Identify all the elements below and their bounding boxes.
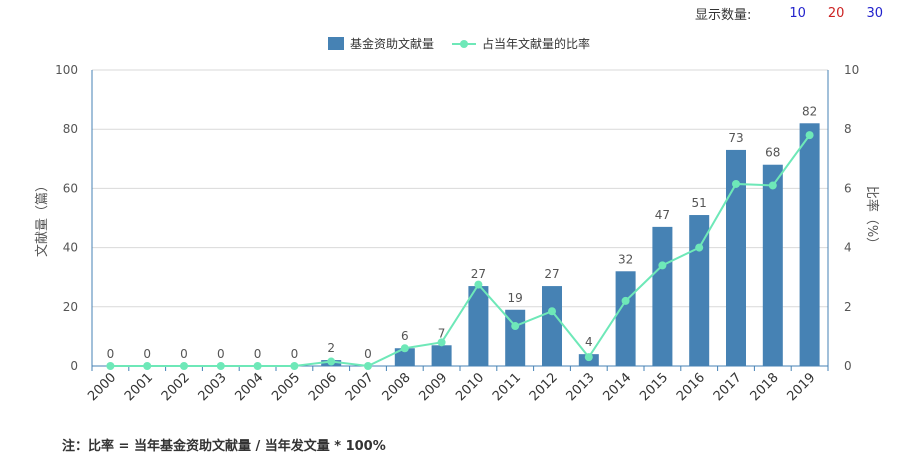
bar-value-label: 51 xyxy=(692,196,707,210)
ratio-point xyxy=(253,362,262,370)
ratio-point xyxy=(364,362,372,370)
bar-value-label: 19 xyxy=(508,291,523,305)
x-tick-label: 2004 xyxy=(232,370,266,404)
ratio-point xyxy=(180,362,188,370)
bar xyxy=(799,123,820,366)
display-count-label: 显示数量: xyxy=(694,8,752,23)
bar-value-label: 68 xyxy=(765,146,780,160)
bar-value-label: 0 xyxy=(107,347,115,361)
bar-value-label: 0 xyxy=(143,347,151,361)
bar-value-label: 27 xyxy=(471,267,486,281)
ratio-point xyxy=(732,179,740,188)
x-tick-label: 2011 xyxy=(490,370,524,404)
y2-tick-label: 0 xyxy=(844,359,852,373)
x-tick-label: 2018 xyxy=(748,370,782,404)
bar-value-label: 0 xyxy=(364,347,372,361)
ratio-point xyxy=(400,344,409,353)
y-tick-label: 20 xyxy=(63,300,78,314)
x-tick-label: 2019 xyxy=(784,370,818,404)
bar-value-label: 2 xyxy=(327,341,335,355)
bar-value-label: 73 xyxy=(728,131,743,145)
y-tick-label: 0 xyxy=(70,359,78,373)
x-tick-label: 2015 xyxy=(637,370,671,404)
y2-tick-label: 8 xyxy=(844,122,852,136)
x-tick-label: 2014 xyxy=(600,370,634,404)
bar xyxy=(431,345,452,366)
y2-tick-label: 2 xyxy=(844,300,852,314)
ratio-point xyxy=(290,362,299,370)
x-tick-label: 2005 xyxy=(269,370,303,404)
y-axis-title: 文献量（篇） xyxy=(35,179,50,257)
bar xyxy=(468,286,489,366)
y-tick-label: 100 xyxy=(55,63,78,77)
bar xyxy=(689,215,710,366)
ratio-point xyxy=(106,362,115,370)
legend-bar-label: 基金资助文献量 xyxy=(350,36,434,51)
bar xyxy=(762,164,783,366)
y2-tick-label: 10 xyxy=(844,63,859,77)
legend-line-marker xyxy=(460,40,468,48)
ratio-point xyxy=(143,362,152,370)
ratio-point xyxy=(584,353,593,362)
bar-value-label: 4 xyxy=(585,335,593,349)
y-tick-label: 60 xyxy=(63,181,78,195)
display-count-option-10[interactable]: 10 xyxy=(789,6,806,21)
ratio-point xyxy=(474,280,483,289)
chart-footnote: 注：比率 = 当年基金资助文献量 / 当年发文量 * 100% xyxy=(62,439,386,454)
bar-value-label: 0 xyxy=(254,347,262,361)
x-tick-label: 2016 xyxy=(674,370,708,404)
display-count-option-20[interactable]: 20 xyxy=(827,6,845,21)
x-tick-label: 2003 xyxy=(196,370,230,404)
ratio-point xyxy=(216,362,225,370)
x-tick-label: 2008 xyxy=(380,370,414,404)
bar xyxy=(652,226,673,366)
legend-bar-swatch xyxy=(328,37,344,50)
bar-value-label: 47 xyxy=(655,208,670,222)
bar-value-label: 6 xyxy=(401,329,409,343)
ratio-point xyxy=(695,243,704,252)
x-tick-label: 2012 xyxy=(527,370,561,404)
bar-value-label: 0 xyxy=(180,347,188,361)
ratio-point xyxy=(621,296,630,305)
x-tick-label: 2001 xyxy=(122,370,156,404)
x-tick-label: 2013 xyxy=(564,370,598,404)
bar-value-label: 27 xyxy=(544,267,559,281)
ratio-point xyxy=(548,307,556,316)
x-tick-label: 2009 xyxy=(416,370,450,404)
x-tick-label: 2006 xyxy=(306,370,340,404)
x-tick-label: 2002 xyxy=(159,370,193,404)
bar xyxy=(394,348,415,366)
display-count-option-30[interactable]: 30 xyxy=(866,6,883,21)
bar xyxy=(542,286,562,366)
ratio-point xyxy=(768,181,777,190)
bar-value-label: 32 xyxy=(618,252,633,266)
x-tick-label: 2007 xyxy=(343,370,377,404)
y-tick-label: 80 xyxy=(63,122,78,136)
y2-tick-label: 4 xyxy=(844,241,852,255)
y2-tick-label: 6 xyxy=(844,181,852,195)
ratio-line xyxy=(110,134,811,368)
x-tick-label: 2000 xyxy=(85,370,119,404)
ratio-point xyxy=(511,322,520,331)
ratio-point xyxy=(437,338,446,347)
bar-value-label: 0 xyxy=(291,347,299,361)
y-tick-label: 40 xyxy=(63,241,78,255)
ratio-point xyxy=(327,357,336,366)
display-count-bar: 显示数量: 10 20 30 xyxy=(695,4,883,23)
bar-value-label: 82 xyxy=(802,104,817,118)
ratio-point xyxy=(805,131,814,140)
x-tick-label: 2010 xyxy=(453,370,487,404)
bar-value-label: 0 xyxy=(217,347,225,361)
y2-axis-title: 比率（%） xyxy=(864,186,880,250)
x-tick-label: 2017 xyxy=(711,370,745,404)
bar xyxy=(615,271,636,366)
legend-line-label: 占当年文献量的比率 xyxy=(482,36,590,51)
bar xyxy=(726,149,746,366)
ratio-point xyxy=(658,261,667,270)
bar-value-label: 7 xyxy=(438,326,446,340)
